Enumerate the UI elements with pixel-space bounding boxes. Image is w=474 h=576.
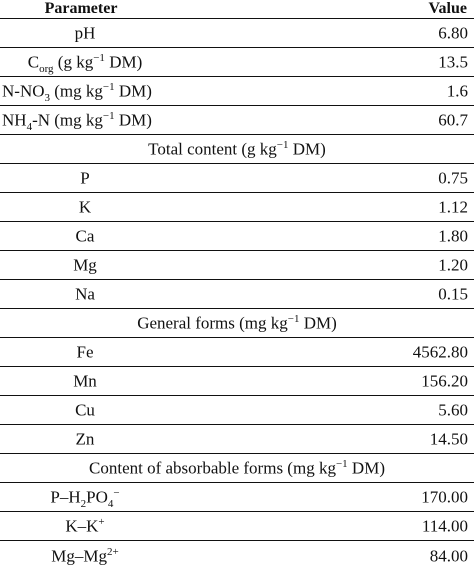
parameter-cell: Cu [75,400,95,420]
value-cell: 170.00 [421,487,468,507]
value-cell: 156.20 [421,371,468,391]
table-row: Zn 14.50 [0,425,474,454]
table-row: K–K+ 114.00 [0,512,474,541]
parameter-cell: Corg (g kg−1 DM) [27,51,143,75]
parameter-cell: Ca [75,226,95,246]
value-cell: 84.00 [429,546,468,565]
table-row: P 0.75 [0,164,474,193]
parameter-cell: Zn [75,429,95,449]
value-cell: 5.60 [438,400,468,420]
section-title: Total content (g kg−1 DM) [148,138,326,159]
parameter-cell: K–K+ [65,515,105,536]
table-row: K 1.12 [0,193,474,222]
value-cell: 0.75 [438,168,468,188]
parameter-cell: K [78,197,92,217]
table-row: Mg 1.20 [0,251,474,280]
section-header-total-content: Total content (g kg−1 DM) [0,135,474,164]
parameter-cell: Na [75,284,95,304]
parameter-cell: Mn [73,371,97,391]
section-title: General forms (mg kg−1 DM) [137,312,337,333]
parameter-cell: P–H2PO4− [50,486,120,510]
value-cell: 60.7 [438,110,468,130]
parameter-cell: N-NO3 (mg kg−1 DM) [2,80,152,104]
header-parameter: Parameter [44,0,118,17]
section-header-general-forms: General forms (mg kg−1 DM) [0,309,474,338]
table-row: N-NO3 (mg kg−1 DM) 1.6 [0,77,474,106]
value-cell: 4562.80 [412,342,468,362]
parameter-cell: NH4-N (mg kg−1 DM) [2,109,152,133]
value-cell: 0.15 [438,284,468,304]
value-cell: 1.6 [446,81,468,101]
table-row: NH4-N (mg kg−1 DM) 60.7 [0,106,474,135]
value-cell: 114.00 [421,516,468,536]
parameter-cell: Mg [73,255,97,275]
table-row: Fe 4562.80 [0,338,474,367]
table-row: Cu 5.60 [0,396,474,425]
header-value: Value [428,0,467,17]
value-cell: 1.20 [438,255,468,275]
table-row: Mn 156.20 [0,367,474,396]
value-cell: 1.80 [438,226,468,246]
table-row: P–H2PO4− 170.00 [0,483,474,512]
parameter-cell: P [80,168,90,188]
table-row: pH 6.80 [0,19,474,48]
section-title: Content of absorbable forms (mg kg−1 DM) [89,457,385,478]
table-row: Mg–Mg2+ 84.00 [0,541,474,570]
table-row: Corg (g kg−1 DM) 13.5 [0,48,474,77]
table-row: Ca 1.80 [0,222,474,251]
value-cell: 1.12 [438,197,468,217]
table-header-row: Parameter Value [0,0,474,19]
value-cell: 13.5 [438,52,468,72]
value-cell: 6.80 [438,23,468,43]
value-cell: 14.50 [429,429,468,449]
table-row: Na 0.15 [0,280,474,309]
section-header-absorbable-forms: Content of absorbable forms (mg kg−1 DM) [0,454,474,483]
parameter-cell: Fe [76,342,94,362]
parameter-cell: pH [74,23,96,43]
parameter-cell: Mg–Mg2+ [51,545,119,565]
